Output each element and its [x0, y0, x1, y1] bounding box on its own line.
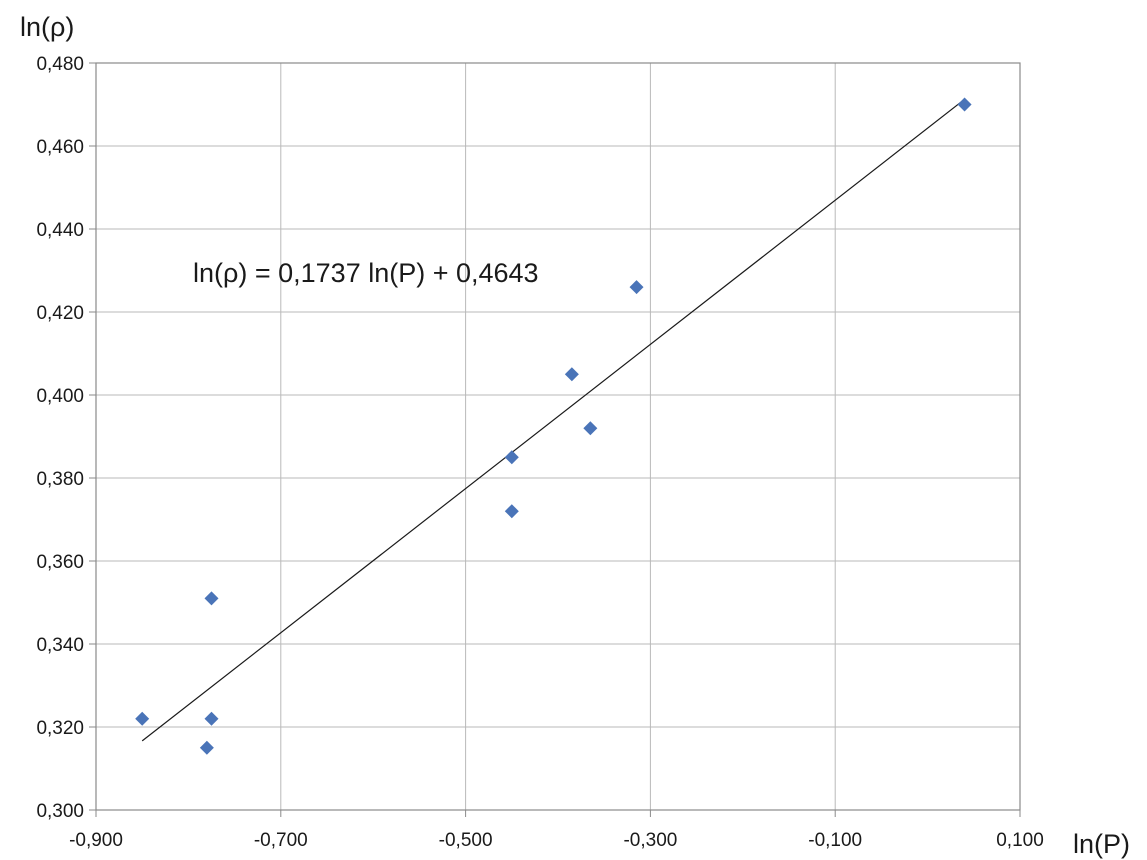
gridlines	[95, 62, 1021, 811]
data-point	[135, 711, 150, 726]
y-tick-label: 0,400	[36, 386, 84, 407]
y-tick-label: 0,340	[36, 635, 84, 656]
y-tick-label: 0,480	[36, 54, 84, 75]
data-point	[629, 280, 644, 295]
y-axis-label: ln(ρ)	[20, 12, 74, 42]
y-tick-label: 0,420	[36, 303, 84, 324]
data-points	[135, 97, 972, 755]
y-axis-ticks: 0,300 0,320 0,340 0,360 0,380 0,400 0,420 0,440…	[36, 54, 96, 822]
x-tick-label: -0,900	[69, 830, 123, 851]
data-point	[583, 421, 598, 436]
trend-line	[141, 98, 965, 742]
y-tick-label: 0,320	[36, 718, 84, 739]
data-point	[504, 504, 519, 519]
data-point	[204, 711, 219, 726]
y-tick-label: 0,440	[36, 220, 84, 241]
y-tick-label: 0,360	[36, 552, 84, 573]
y-tick-label: 0,380	[36, 469, 84, 490]
x-axis-ticks: -0,900 -0,700 -0,500 -0,300 -0,100 0,100	[69, 810, 1044, 851]
x-tick-label: -0,700	[254, 830, 308, 851]
data-point	[504, 450, 519, 465]
x-axis-label: ln(P)	[1073, 829, 1130, 859]
data-point	[204, 591, 219, 606]
plot-area	[95, 62, 1021, 811]
x-tick-label: 0,100	[996, 830, 1044, 851]
data-point	[199, 740, 214, 755]
data-point	[957, 97, 972, 112]
y-tick-label: 0,460	[36, 137, 84, 158]
y-tick-label: 0,300	[36, 801, 84, 822]
x-tick-label: -0,100	[808, 830, 862, 851]
trendline-equation: ln(ρ) = 0,1737 ln(P) + 0,4643	[193, 258, 539, 288]
x-tick-label: -0,300	[623, 830, 677, 851]
x-tick-label: -0,500	[439, 830, 493, 851]
data-point	[564, 367, 579, 382]
